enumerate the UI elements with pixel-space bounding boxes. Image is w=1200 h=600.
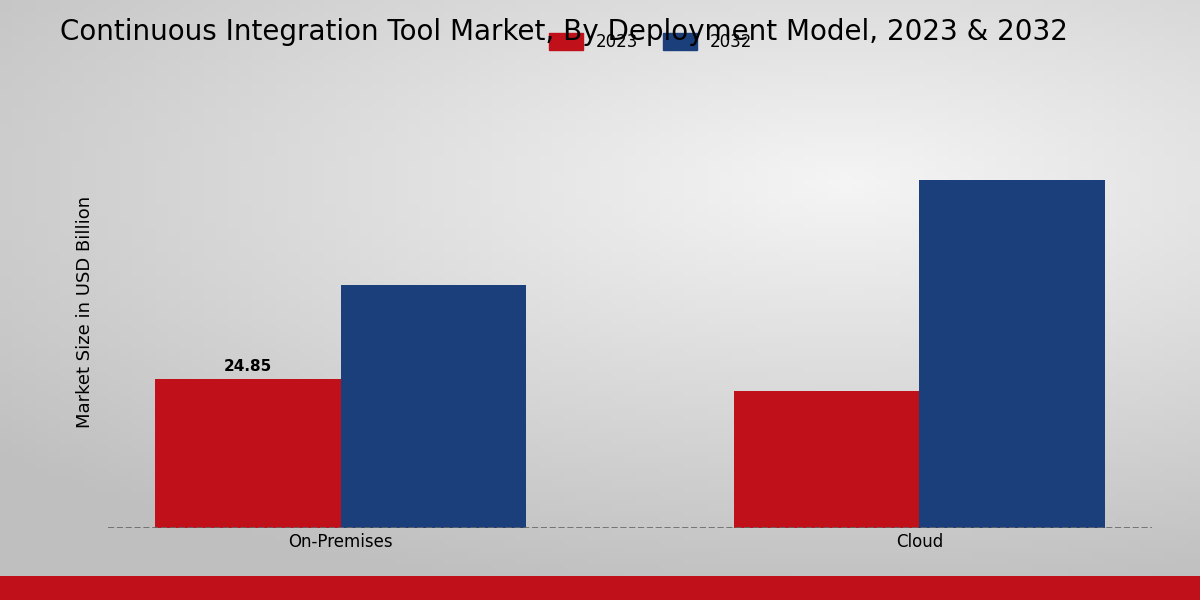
Bar xyxy=(734,391,919,528)
Bar xyxy=(156,379,341,528)
Bar xyxy=(341,285,526,528)
Text: Continuous Integration Tool Market, By Deployment Model, 2023 & 2032: Continuous Integration Tool Market, By D… xyxy=(60,18,1068,46)
Text: 24.85: 24.85 xyxy=(224,359,272,374)
Legend: 2023, 2032: 2023, 2032 xyxy=(542,26,760,58)
Y-axis label: Market Size in USD Billion: Market Size in USD Billion xyxy=(76,196,94,428)
Bar xyxy=(919,180,1104,528)
